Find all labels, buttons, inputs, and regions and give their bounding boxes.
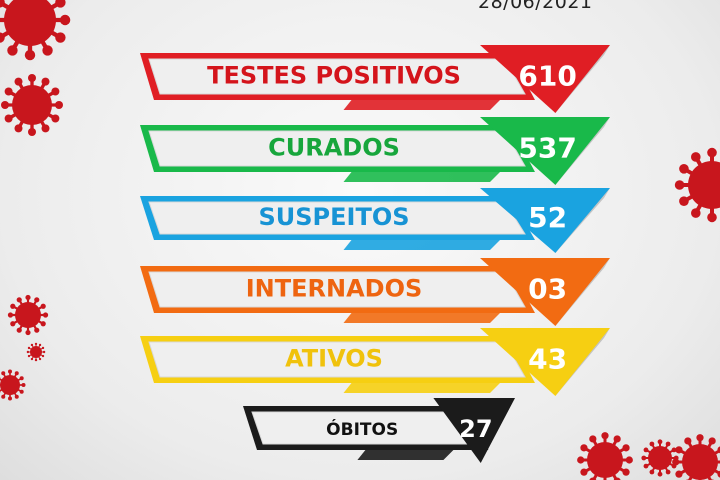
value-badge	[480, 117, 610, 185]
stat-banner-óbitos: ÓBITOS 27	[243, 398, 515, 463]
stat-label: INTERNADOS	[246, 275, 423, 303]
virus-icon	[641, 439, 679, 477]
stat-value: 03	[528, 273, 567, 306]
virus-icon	[672, 434, 720, 480]
stat-value: 537	[518, 132, 576, 165]
stat-value: 52	[528, 201, 567, 234]
virus-icon	[0, 0, 71, 61]
value-badge	[433, 398, 515, 463]
virus-icon	[0, 369, 26, 401]
value-badge	[480, 188, 610, 253]
virus-icon	[7, 294, 49, 336]
value-badge	[480, 45, 610, 113]
stat-label: CURADOS	[268, 134, 400, 162]
stat-label: ATIVOS	[285, 345, 383, 373]
stat-banner-ativos: ATIVOS 43	[140, 328, 610, 396]
virus-icon	[674, 147, 720, 223]
stat-banner-curados: CURADOS 537	[140, 117, 610, 185]
stat-value: 27	[459, 415, 492, 443]
virus-icon	[26, 342, 46, 362]
stat-banner-internados: INTERNADOS 03	[140, 258, 610, 326]
stat-value: 610	[518, 60, 576, 93]
stat-label: SUSPEITOS	[258, 203, 409, 231]
stat-label: ÓBITOS	[326, 418, 398, 440]
value-badge	[480, 258, 610, 326]
stat-banner-testes-positivos: TESTES POSITIVOS 610	[140, 45, 610, 113]
virus-icon	[1, 74, 63, 136]
stat-value: 43	[528, 343, 567, 376]
stat-banner-suspeitos: SUSPEITOS 52	[140, 188, 610, 253]
virus-icon	[577, 432, 633, 480]
value-badge	[480, 328, 610, 396]
report-date: 28/06/2021	[478, 0, 593, 13]
stat-label: TESTES POSITIVOS	[207, 62, 461, 90]
